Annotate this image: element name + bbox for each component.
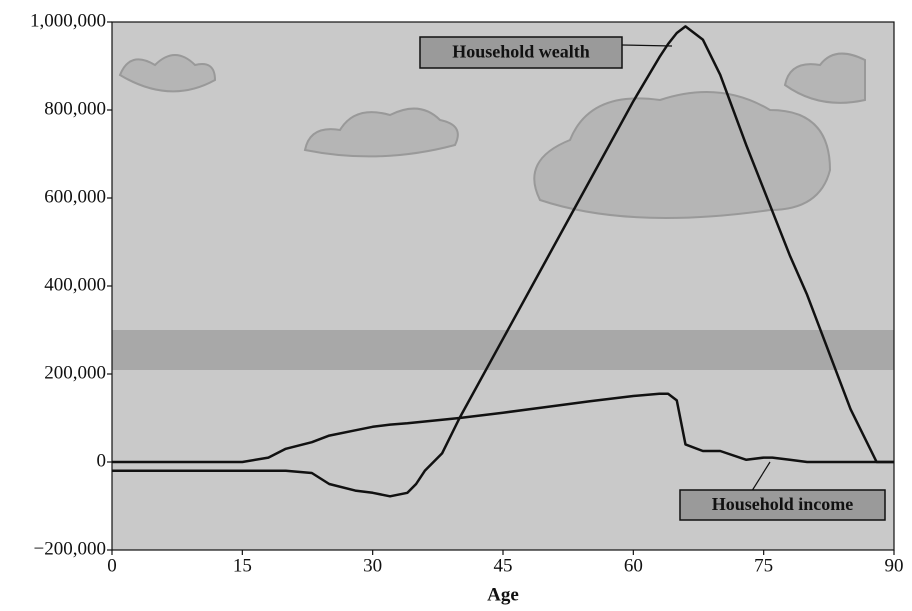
y-tick-label: 600,000 — [44, 186, 106, 207]
y-tick-label: 200,000 — [44, 362, 106, 383]
y-tick-label: −200,000 — [34, 538, 106, 559]
x-tick-label: 60 — [624, 555, 643, 576]
x-tick-label: 90 — [885, 555, 904, 576]
x-tick-label: 45 — [494, 555, 513, 576]
y-tick-label: 800,000 — [44, 98, 106, 119]
series-label: Household wealth — [452, 42, 590, 62]
y-tick-label: 0 — [97, 450, 107, 471]
y-tick-label: 400,000 — [44, 274, 106, 295]
chart: Age −200,0000200,000400,000600,000800,00… — [0, 0, 912, 611]
illustration — [112, 330, 894, 370]
x-axis-label: Age — [487, 584, 519, 605]
x-tick-label: 15 — [233, 555, 252, 576]
y-tick-label: 1,000,000 — [30, 10, 106, 31]
x-tick-label: 0 — [107, 555, 117, 576]
x-tick-label: 75 — [754, 555, 773, 576]
series-label: Household income — [712, 494, 854, 514]
x-tick-label: 30 — [363, 555, 382, 576]
